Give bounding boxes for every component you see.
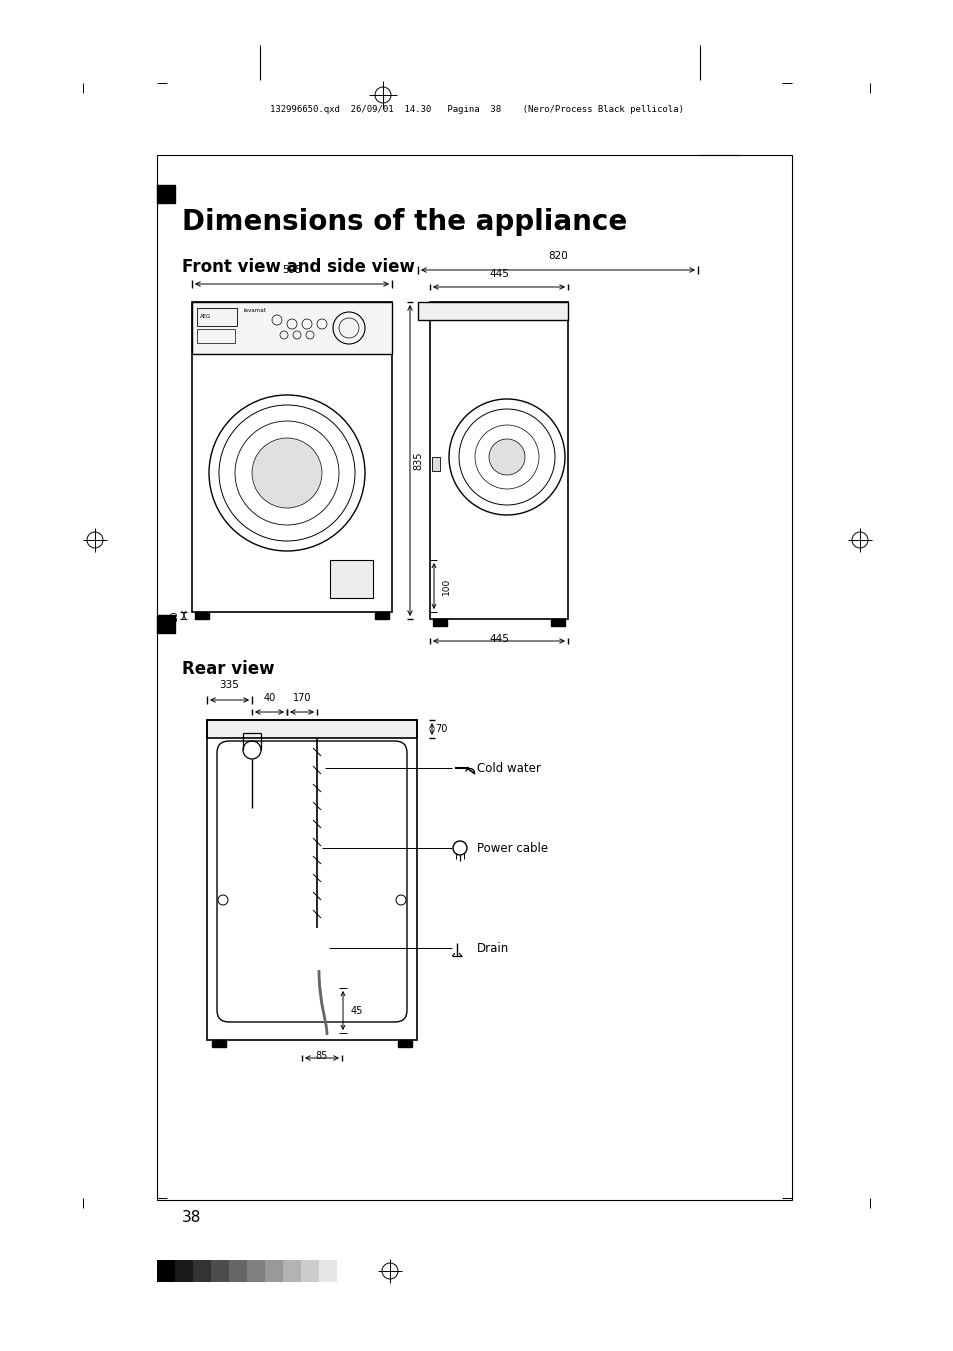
Text: 820: 820 — [548, 251, 567, 261]
Text: 835: 835 — [413, 451, 422, 470]
Bar — [551, 619, 564, 626]
Bar — [283, 1260, 301, 1282]
Text: 132996650.qxd  26/09/01  14.30   Pagina  38    (Nero/Process Black pellicola): 132996650.qxd 26/09/01 14.30 Pagina 38 (… — [270, 105, 683, 115]
Text: Dimensions of the appliance: Dimensions of the appliance — [182, 208, 626, 236]
Bar — [301, 1260, 318, 1282]
Text: 100: 100 — [441, 577, 451, 594]
Text: 70: 70 — [435, 724, 447, 734]
Bar — [157, 615, 174, 634]
PathPatch shape — [318, 970, 327, 1035]
Bar — [174, 1260, 193, 1282]
Bar — [318, 1260, 336, 1282]
Bar — [432, 457, 439, 471]
Bar — [247, 1260, 265, 1282]
Text: Power cable: Power cable — [476, 842, 548, 854]
Text: 85: 85 — [315, 1051, 328, 1061]
Bar — [375, 612, 389, 619]
Bar — [207, 720, 416, 738]
Bar — [433, 619, 447, 626]
Circle shape — [489, 439, 524, 476]
Bar — [157, 155, 791, 1200]
Text: Drain: Drain — [476, 942, 509, 955]
Bar — [157, 185, 174, 203]
Bar — [211, 1260, 229, 1282]
Bar — [193, 1260, 211, 1282]
Text: 445: 445 — [489, 634, 508, 644]
Bar — [194, 612, 209, 619]
Bar — [397, 1040, 412, 1047]
Bar — [192, 303, 392, 354]
Bar — [430, 303, 567, 619]
Text: Cold water: Cold water — [476, 762, 540, 774]
Text: 38: 38 — [182, 1210, 201, 1225]
Bar — [265, 1260, 283, 1282]
Text: 335: 335 — [219, 680, 239, 690]
Bar — [192, 303, 392, 612]
Text: 170: 170 — [293, 693, 311, 703]
Text: 40: 40 — [263, 693, 275, 703]
Text: Rear view: Rear view — [182, 661, 274, 678]
Text: 10: 10 — [170, 609, 178, 621]
Bar — [157, 1260, 174, 1282]
Text: AEG: AEG — [200, 315, 212, 319]
Bar — [417, 303, 567, 320]
Circle shape — [252, 438, 322, 508]
Text: 595: 595 — [282, 265, 301, 276]
Text: Front view and side view: Front view and side view — [182, 258, 415, 276]
Text: 445: 445 — [489, 269, 508, 280]
Text: lavamat: lavamat — [244, 308, 267, 312]
Bar — [229, 1260, 247, 1282]
Bar — [196, 308, 236, 326]
Bar — [212, 1040, 226, 1047]
Bar — [207, 720, 416, 1040]
Bar — [330, 561, 373, 598]
Bar — [196, 330, 234, 343]
Text: 45: 45 — [351, 1005, 363, 1016]
